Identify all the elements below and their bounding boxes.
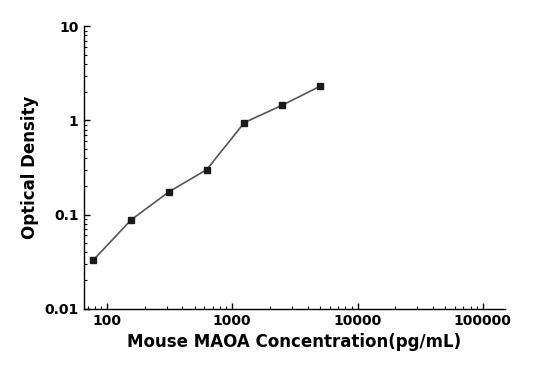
- Y-axis label: Optical Density: Optical Density: [21, 96, 39, 239]
- X-axis label: Mouse MAOA Concentration(pg/mL): Mouse MAOA Concentration(pg/mL): [127, 333, 461, 351]
